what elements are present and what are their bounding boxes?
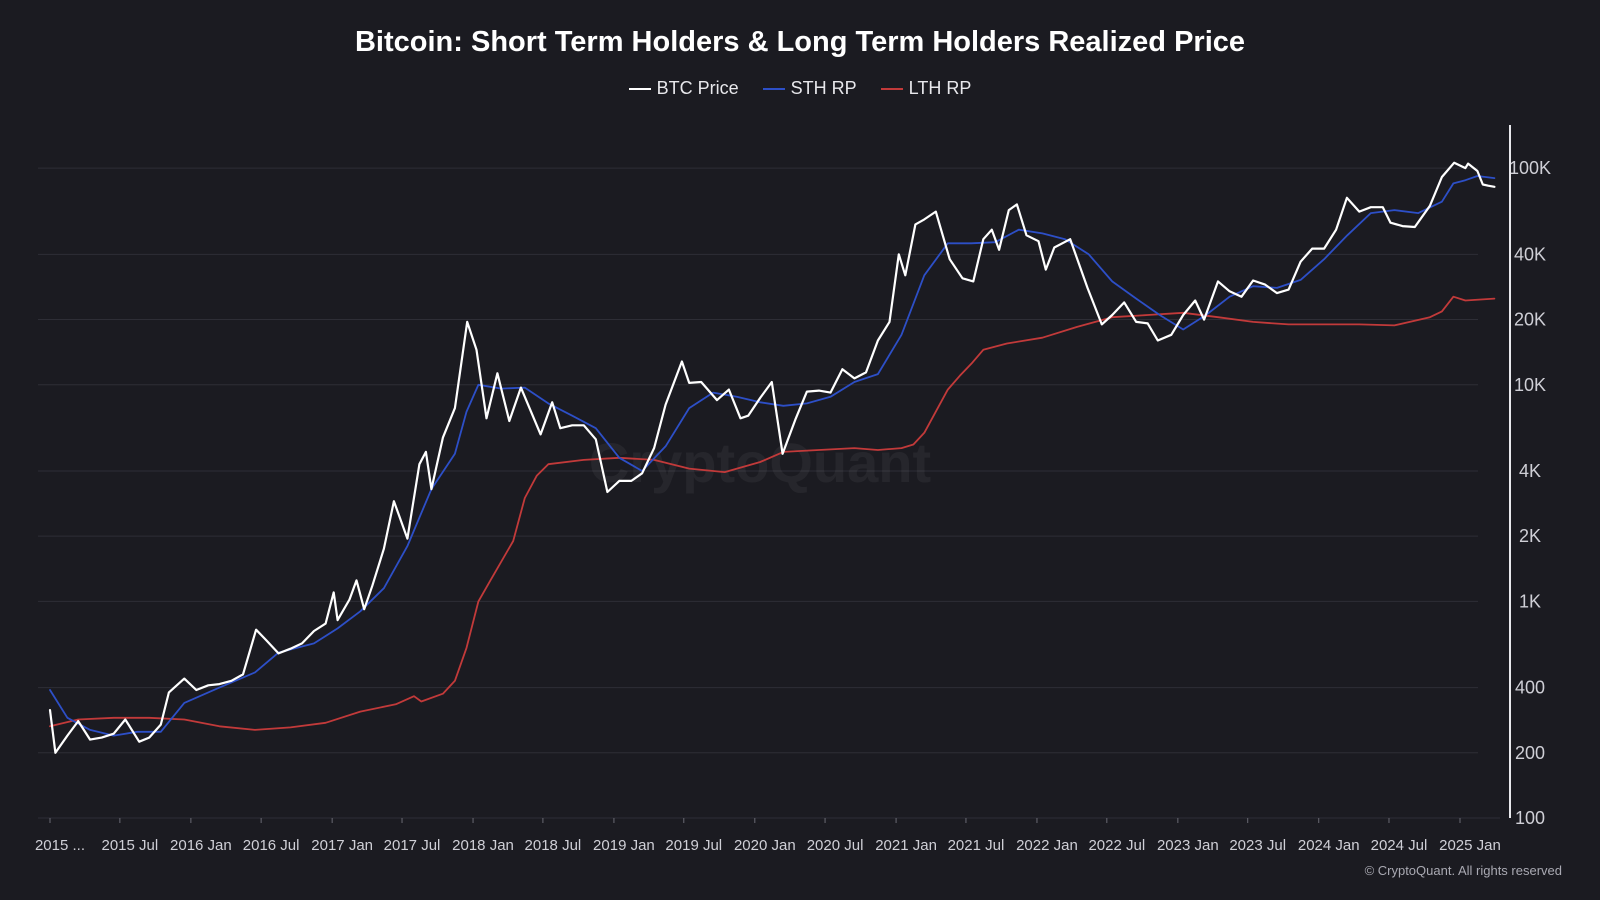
x-tick-label: 2020 Jan (734, 837, 796, 854)
series-lines (48, 161, 1496, 754)
x-tick-label: 2024 Jul (1371, 837, 1428, 854)
series-line-lth-rp[interactable] (49, 295, 1496, 731)
x-tick-label: 2017 Jan (311, 837, 373, 854)
x-tick-label: 2022 Jul (1088, 837, 1145, 854)
y-tick-label-200: 200 (1515, 743, 1545, 763)
legend-item-lth-rp[interactable]: LTH RP (880, 78, 972, 99)
legend-swatch-btc-price (628, 87, 651, 90)
x-tick-label: 2021 Jan (875, 837, 937, 854)
chart-title: Bitcoin: Short Term Holders & Long Term … (354, 26, 1246, 58)
y-tick-label-100: 100 (1515, 808, 1545, 828)
x-tick-label: 2018 Jan (452, 837, 514, 854)
grid-lines (38, 167, 1478, 754)
x-tick-label: 2023 Jan (1157, 837, 1219, 854)
legend-label-lth-rp: LTH RP (908, 78, 972, 98)
chart-legend: BTC Price STH RP LTH RP (0, 78, 1600, 99)
x-tick-label: 2024 Jan (1298, 837, 1360, 854)
x-tick-label: 2016 Jan (170, 837, 232, 854)
y-tick-label-2K: 2K (1519, 526, 1541, 546)
copyright-footer: © CryptoQuant. All rights reserved (1364, 863, 1562, 878)
legend-swatch-sth-rp (762, 87, 785, 90)
x-tick-label: 2015 ... (35, 837, 85, 854)
series-line-sth-rp[interactable] (49, 175, 1496, 737)
x-tick-label: 2025 Jan (1439, 837, 1501, 854)
x-tick-label: 2018 Jul (525, 837, 582, 854)
x-tick-label: 2017 Jul (384, 837, 441, 854)
y-tick-label-1K: 1K (1519, 591, 1541, 611)
y-tick-label-4K: 4K (1519, 461, 1541, 481)
x-tick-label: 2020 Jul (807, 837, 864, 854)
y-tick-label-10K: 10K (1514, 375, 1546, 395)
legend-swatch-lth-rp (880, 87, 903, 90)
x-tick-label: 2023 Jul (1229, 837, 1286, 854)
x-tick-label: 2022 Jan (1016, 837, 1078, 854)
legend-item-sth-rp[interactable]: STH RP (762, 78, 857, 99)
series-line-btc-price[interactable] (48, 161, 1496, 754)
legend-label-sth-rp: STH RP (790, 78, 857, 98)
y-tick-label-20K: 20K (1514, 310, 1546, 330)
x-tick-label: 2019 Jan (593, 837, 655, 854)
x-tick-label: 2019 Jul (665, 837, 722, 854)
y-tick-label-400: 400 (1515, 678, 1545, 698)
legend-label-btc-price: BTC Price (656, 78, 739, 98)
legend-item-btc-price[interactable]: BTC Price (628, 78, 739, 99)
y-tick-label-100K: 100K (1509, 158, 1551, 178)
y-tick-label-40K: 40K (1514, 244, 1546, 264)
x-tick-label: 2021 Jul (948, 837, 1005, 854)
x-tick-label: 2016 Jul (243, 837, 300, 854)
axes: 100 200 400 1K 2K 4K 10K 20K 40K 100K 2015 ... 2015… (35, 125, 1551, 854)
x-tick-label: 2015 Jul (102, 837, 159, 854)
